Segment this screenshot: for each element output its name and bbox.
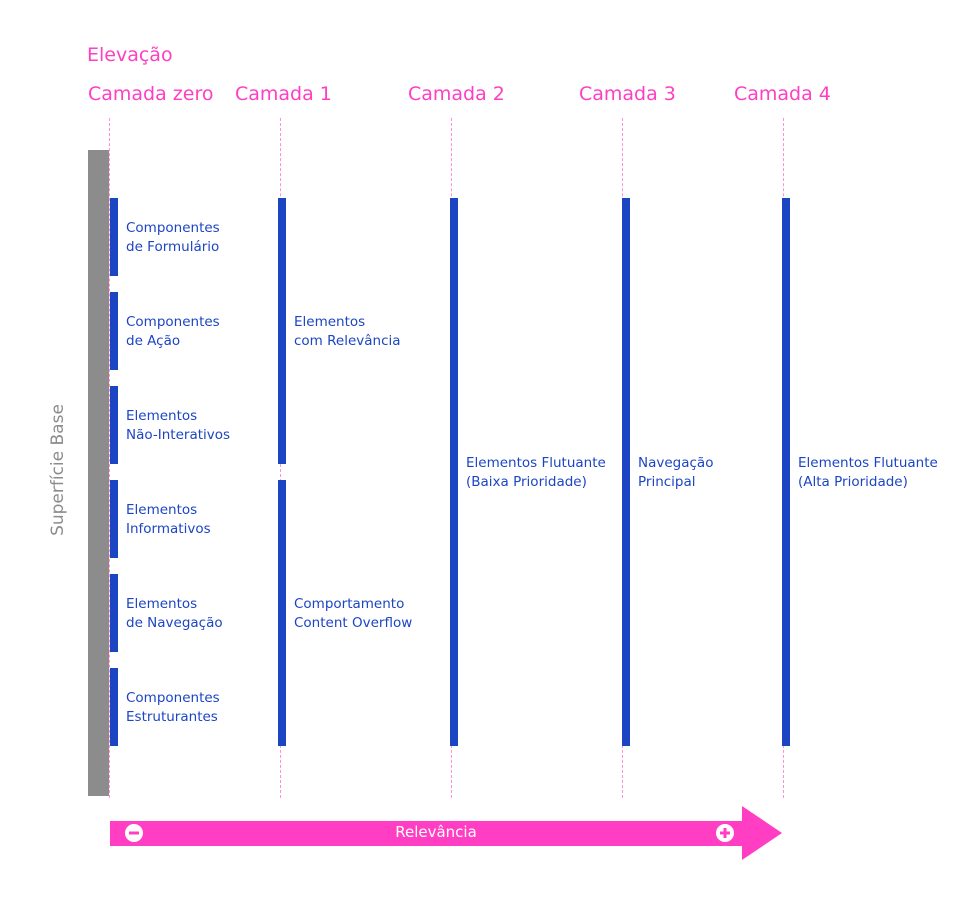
layer-label-4: Camada 4 — [734, 83, 831, 105]
layer3-item: Navegação Principal — [638, 455, 714, 490]
layer3-bar — [622, 198, 630, 746]
guide-line-zero — [109, 118, 110, 798]
layer0-item: Elementos Informativos — [126, 502, 211, 537]
layer-label-1: Camada 1 — [235, 83, 332, 105]
layer4-bar — [782, 198, 790, 746]
layer1-bar — [278, 198, 286, 464]
layer1-item: Elementos com Relevância — [294, 314, 401, 349]
layer0-bar — [110, 668, 118, 746]
layer0-item: Elementos Não-Interativos — [126, 408, 231, 443]
minus-icon — [125, 824, 143, 842]
layer0-bar — [110, 386, 118, 464]
relevance-arrow-shape — [110, 806, 782, 860]
layer0-bar — [110, 292, 118, 370]
layer0-item: Componentes Estruturantes — [126, 690, 220, 725]
base-surface-label: Superfície Base — [48, 404, 68, 536]
layer1-bar — [278, 480, 286, 746]
layer0-item: Elementos de Navegação — [126, 596, 223, 631]
layer4-item: Elementos Flutuante (Alta Prioridade) — [798, 455, 938, 490]
layer2-item: Elementos Flutuante (Baixa Prioridade) — [466, 455, 606, 490]
layer0-bar — [110, 574, 118, 652]
layer-label-2: Camada 2 — [408, 83, 505, 105]
layer-label-3: Camada 3 — [579, 83, 676, 105]
layer-label-zero: Camada zero — [88, 83, 214, 105]
layer0-bar — [110, 198, 118, 276]
layer1-item: Comportamento Content Overflow — [294, 596, 413, 631]
relevance-arrow — [110, 806, 782, 860]
base-surface — [88, 150, 109, 796]
layer0-item: Componentes de Ação — [126, 314, 220, 349]
plus-icon — [716, 824, 734, 842]
layer0-bar — [110, 480, 118, 558]
relevance-axis-label: Relevância — [395, 823, 477, 841]
layer2-bar — [450, 198, 458, 746]
layer0-item: Componentes de Formulário — [126, 220, 220, 255]
diagram-title: Elevação — [87, 44, 173, 66]
